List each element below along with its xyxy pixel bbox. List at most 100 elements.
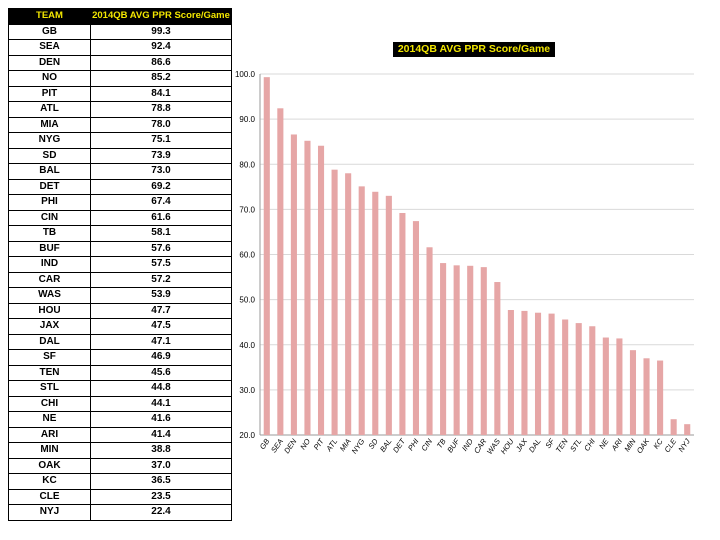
x-tick-label: NYJ xyxy=(676,437,692,454)
score-cell: 92.4 xyxy=(90,39,232,56)
score-cell: 57.5 xyxy=(90,256,232,273)
bar xyxy=(467,265,474,435)
bar-chart: 20.030.040.050.060.070.080.090.0100.0GBS… xyxy=(235,70,694,456)
score-cell: 23.5 xyxy=(90,488,232,505)
bar xyxy=(629,350,637,435)
score-cell: 78.8 xyxy=(90,101,232,118)
x-tick-label: WAS xyxy=(485,437,502,456)
bar xyxy=(385,195,392,435)
x-tick-label: NO xyxy=(298,437,312,452)
team-cell: OAK xyxy=(8,457,91,474)
team-cell: MIA xyxy=(8,116,91,133)
table-row: BAL 73.0 xyxy=(8,163,232,180)
bar xyxy=(277,108,284,436)
chart-title: 2014QB AVG PPR Score/Game xyxy=(393,42,555,57)
y-tick-label: 50.0 xyxy=(239,296,255,305)
score-cell: 57.6 xyxy=(90,240,232,257)
table-row: CIN 61.6 xyxy=(8,209,232,226)
bar xyxy=(507,310,514,435)
score-cell: 57.2 xyxy=(90,271,232,288)
score-cell: 53.9 xyxy=(90,287,232,304)
bar xyxy=(684,424,691,435)
team-cell: SF xyxy=(8,349,91,366)
score-cell: 37.0 xyxy=(90,457,232,474)
team-cell: KC xyxy=(8,473,91,490)
y-tick-label: 100.0 xyxy=(235,70,256,79)
x-tick-label: CLE xyxy=(663,436,679,454)
bar xyxy=(304,140,311,435)
score-cell: 38.8 xyxy=(90,442,232,459)
table-row: OAK 37.0 xyxy=(8,457,232,474)
table-row: DEN 86.6 xyxy=(8,54,232,71)
score-cell: 44.1 xyxy=(90,395,232,412)
score-cell: 47.5 xyxy=(90,318,232,335)
header-score: 2014QB AVG PPR Score/Game xyxy=(90,8,232,25)
score-cell: 44.8 xyxy=(90,380,232,397)
team-cell: NO xyxy=(8,70,91,87)
y-tick-label: 20.0 xyxy=(239,431,255,440)
table-row: KC 36.5 xyxy=(8,473,232,490)
team-cell: SD xyxy=(8,147,91,164)
table-row: MIN 38.8 xyxy=(8,442,232,459)
table-row: TB 58.1 xyxy=(8,225,232,242)
table-row: BUF 57.6 xyxy=(8,240,232,257)
bar xyxy=(657,360,664,435)
score-cell: 75.1 xyxy=(90,132,232,149)
x-tick-label: ATL xyxy=(324,437,340,454)
score-cell: 22.4 xyxy=(90,504,232,521)
team-cell: WAS xyxy=(8,287,91,304)
table-row: GB 99.3 xyxy=(8,23,232,40)
x-tick-label: OAK xyxy=(635,436,652,455)
x-tick-label: BUF xyxy=(445,437,461,455)
score-cell: 61.6 xyxy=(90,209,232,226)
bar xyxy=(602,337,609,435)
score-cell: 41.4 xyxy=(90,426,232,443)
team-cell: SEA xyxy=(8,39,91,56)
bar xyxy=(616,338,623,435)
y-tick-label: 60.0 xyxy=(239,251,255,260)
table-row: CAR 57.2 xyxy=(8,271,232,288)
bar xyxy=(440,263,447,435)
x-tick-label: NYG xyxy=(350,437,367,456)
bar xyxy=(290,134,297,435)
bar xyxy=(562,319,569,435)
bar xyxy=(575,323,582,435)
bar xyxy=(345,173,352,435)
score-cell: 47.7 xyxy=(90,302,232,319)
table-row: ATL 78.8 xyxy=(8,101,232,118)
bar xyxy=(331,169,338,435)
table-row: NO 85.2 xyxy=(8,70,232,87)
y-tick-label: 30.0 xyxy=(239,386,255,395)
y-tick-label: 70.0 xyxy=(239,205,255,214)
score-cell: 67.4 xyxy=(90,194,232,211)
team-cell: DAL xyxy=(8,333,91,350)
team-cell: BUF xyxy=(8,240,91,257)
x-tick-label: DEN xyxy=(282,437,299,456)
bar xyxy=(426,247,433,435)
x-tick-label: HOU xyxy=(499,437,516,456)
team-cell: NYG xyxy=(8,132,91,149)
team-cell: TEN xyxy=(8,364,91,381)
team-cell: NYJ xyxy=(8,504,91,521)
score-cell: 69.2 xyxy=(90,178,232,195)
x-tick-label: NE xyxy=(597,436,611,451)
bar xyxy=(670,419,677,435)
table-row: DAL 47.1 xyxy=(8,333,232,350)
table-row: NYG 75.1 xyxy=(8,132,232,149)
bar xyxy=(548,313,555,435)
x-tick-label: STL xyxy=(568,437,583,453)
table-row: SD 73.9 xyxy=(8,147,232,164)
x-tick-label: SEA xyxy=(269,437,285,454)
qb-score-table: TEAM 2014QB AVG PPR Score/Game GB 99.3 SEA… xyxy=(8,8,232,521)
team-cell: CHI xyxy=(8,395,91,412)
score-cell: 86.6 xyxy=(90,54,232,71)
x-tick-label: JAX xyxy=(513,436,529,454)
table-row: CHI 44.1 xyxy=(8,395,232,412)
x-tick-label: DAL xyxy=(527,437,543,454)
table-row: IND 57.5 xyxy=(8,256,232,273)
team-cell: CLE xyxy=(8,488,91,505)
team-cell: PIT xyxy=(8,85,91,102)
table-row: STL 44.8 xyxy=(8,380,232,397)
bar xyxy=(521,310,528,435)
score-cell: 73.0 xyxy=(90,163,232,180)
